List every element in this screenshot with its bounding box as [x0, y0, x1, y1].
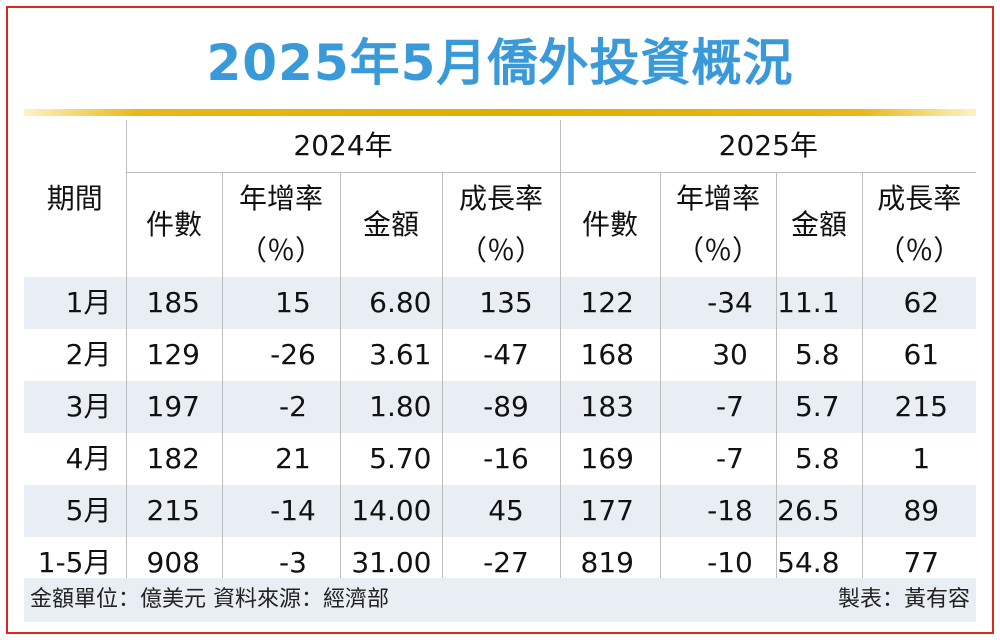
growth-2025-cell: 62 [861, 277, 977, 329]
year-2025-header: 2025年 [559, 120, 977, 173]
count-2025-cell: 168 [559, 329, 661, 381]
credit-note: 製表：黃有容 [837, 587, 970, 612]
growth-2025-cell: 215 [861, 381, 977, 433]
year-2024-header: 2024年 [125, 120, 561, 173]
table-row: 1-5月 908 -3 31.00 -27 819 -10 54.8 77 [24, 537, 977, 589]
count-2024-cell: 185 [125, 277, 222, 329]
count-2024-header: 件數 [125, 172, 222, 277]
count-2025-header: 件數 [559, 172, 661, 277]
amount-2025-cell: 5.8 [775, 433, 863, 485]
yoy-2024-header: 年增率 （％） [221, 172, 340, 277]
yoy-2025-header: 年增率 （％） [659, 172, 777, 277]
growth-2025-cell: 61 [861, 329, 977, 381]
period-header: 期間 [46, 181, 103, 215]
growth-2024-cell: -89 [441, 381, 561, 433]
period-cell: 1-5月 [37, 546, 112, 579]
yoy-2025-cell: -7 [659, 433, 777, 485]
amount-2025-cell: 5.8 [775, 329, 863, 381]
yoy-2025-cell: -7 [659, 381, 777, 433]
table-row: 3月 197 -2 1.80 -89 183 -7 5.7 215 [24, 381, 977, 433]
page-title: 2025年5月僑外投資概況 [206, 34, 794, 92]
investment-table: 期間 2024年 2025年 件數 年增率 （％） 金額 成長率 （％） 件數 年增… [24, 120, 977, 589]
count-2025-cell: 122 [559, 277, 661, 329]
period-cell: 4月 [65, 442, 112, 475]
growth-2024-cell: 135 [441, 277, 561, 329]
period-cell: 5月 [24, 485, 126, 537]
amount-2024-cell: 3.61 [339, 329, 442, 381]
count-2024-cell: 182 [125, 433, 222, 485]
amount-2025-header: 金額 [775, 172, 863, 277]
growth-2025-header: 成長率 （％） [861, 172, 977, 277]
source-note: 金額單位：億美元 資料來源：經濟部 [30, 587, 389, 612]
yoy-2025-cell: 30 [659, 329, 777, 381]
yoy-2024-cell: -26 [221, 329, 340, 381]
amount-2024-cell: 6.80 [339, 277, 442, 329]
amount-2025-cell: 26.5 [775, 485, 863, 537]
table-row: 4月 182 21 5.70 -16 169 -7 5.8 1 [24, 433, 977, 485]
growth-2024-cell: -47 [441, 329, 561, 381]
count-2024-cell: 129 [125, 329, 222, 381]
title-divider [24, 109, 976, 116]
amount-2024-cell: 5.70 [339, 433, 442, 485]
growth-2024-header: 成長率 （％） [441, 172, 561, 277]
yoy-2024-cell: 15 [221, 277, 340, 329]
growth-2024-cell: -16 [441, 433, 561, 485]
period-cell: 2月 [65, 338, 112, 371]
count-2025-cell: 169 [559, 433, 661, 485]
count-2024-cell: 215 [125, 485, 222, 537]
yoy-2025-cell: -18 [659, 485, 777, 537]
period-cell: 3月 [24, 381, 126, 433]
table-row: 1月 185 15 6.80 135 122 -34 11.1 62 [24, 277, 977, 329]
count-2025-cell: 177 [559, 485, 661, 537]
table-row: 2月 129 -26 3.61 -47 168 30 5.8 61 [24, 329, 977, 381]
count-2024-cell: 197 [125, 381, 222, 433]
amount-2024-cell: 1.80 [339, 381, 442, 433]
count-2025-cell: 183 [559, 381, 661, 433]
table-footer: 金額單位：億美元 資料來源：經濟部 製表：黃有容 [24, 578, 976, 622]
amount-2025-cell: 5.7 [775, 381, 863, 433]
yoy-2024-cell: -14 [221, 485, 340, 537]
growth-2025-cell: 89 [861, 485, 977, 537]
growth-2024-cell: 45 [441, 485, 561, 537]
yoy-2025-cell: -34 [659, 277, 777, 329]
growth-2025-cell: 1 [861, 433, 977, 485]
amount-2025-cell: 11.1 [775, 277, 863, 329]
yoy-2024-cell: 21 [221, 433, 340, 485]
period-cell: 1月 [24, 277, 126, 329]
yoy-2024-cell: -2 [221, 381, 340, 433]
amount-2024-cell: 14.00 [339, 485, 442, 537]
table-row: 5月 215 -14 14.00 45 177 -18 26.5 89 [24, 485, 977, 537]
amount-2024-header: 金額 [339, 172, 442, 277]
